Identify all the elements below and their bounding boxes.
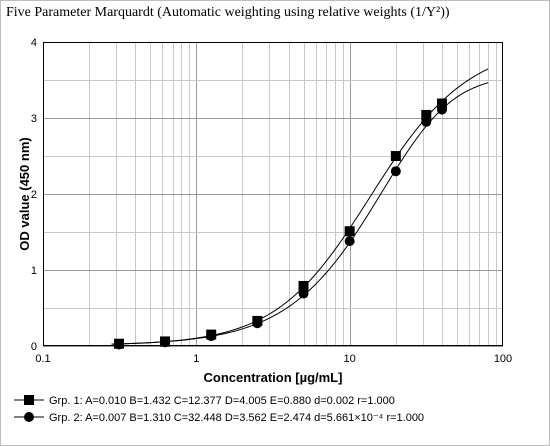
x-tick-label: 10 xyxy=(344,353,356,365)
data-point-grp-2 xyxy=(298,288,309,299)
legend-label-grp-2: Grp. 2: A=0.007 B=1.310 C=32.448 D=3.562… xyxy=(49,412,424,424)
data-point-grp-1 xyxy=(421,109,432,120)
chart-title: Five Parameter Marquardt (Automatic weig… xyxy=(6,5,450,20)
x-ticks: 0.1 1 10 100 xyxy=(35,353,512,365)
y-tick-label: 0 xyxy=(31,341,37,353)
data-point-grp-1 xyxy=(436,98,447,109)
legend: Grp. 1: A=0.010 B=1.432 C=12.377 D=4.005… xyxy=(14,395,424,424)
data-points xyxy=(113,98,447,350)
data-point-grp-2 xyxy=(390,166,401,177)
x-tick-label: 1 xyxy=(193,353,199,365)
grid xyxy=(43,42,503,347)
plot-border xyxy=(43,42,503,346)
data-point-grp-2 xyxy=(206,331,217,342)
data-point-grp-1 xyxy=(344,226,355,237)
y-tick-label: 3 xyxy=(31,113,37,125)
data-point-grp-2 xyxy=(421,116,432,127)
legend-label-grp-1: Grp. 1: A=0.010 B=1.432 C=12.377 D=4.005… xyxy=(49,395,395,407)
y-ticks: 0 1 2 3 4 xyxy=(31,37,37,353)
legend-marker-circle xyxy=(24,412,34,422)
data-point-grp-2 xyxy=(160,337,171,348)
x-axis-label: Concentration [µg/mL] xyxy=(204,370,343,385)
y-axis-label: OD value (450 nm) xyxy=(17,137,32,250)
legend-marker-square xyxy=(24,395,34,405)
x-tick-label: 100 xyxy=(494,353,512,365)
y-tick-label: 1 xyxy=(31,265,37,277)
x-tick-label: 0.1 xyxy=(35,353,50,365)
fit-curve-grp-2 xyxy=(111,82,489,345)
data-point-grp-2 xyxy=(344,236,355,247)
data-point-grp-1 xyxy=(298,280,309,291)
data-point-grp-2 xyxy=(436,104,447,115)
data-point-grp-1 xyxy=(390,151,401,161)
y-tick-label: 2 xyxy=(31,189,37,201)
data-point-grp-2 xyxy=(252,318,263,329)
y-tick-label: 4 xyxy=(31,37,37,49)
data-point-grp-2 xyxy=(113,339,124,350)
